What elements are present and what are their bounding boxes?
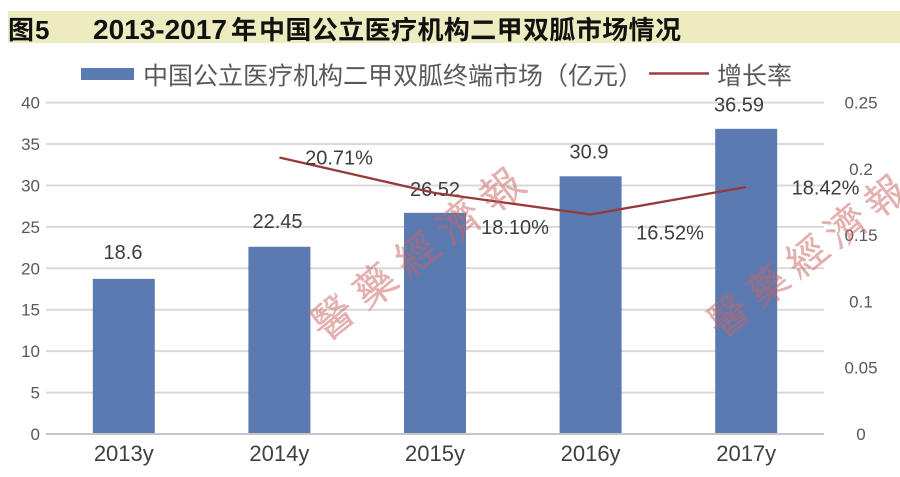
svg-text:25: 25: [21, 218, 40, 237]
svg-text:2013y: 2013y: [94, 441, 154, 466]
svg-text:18.6: 18.6: [104, 242, 143, 264]
svg-text:0: 0: [31, 425, 40, 444]
svg-text:2017y: 2017y: [716, 441, 776, 466]
svg-text:30: 30: [21, 176, 40, 195]
svg-text:0.05: 0.05: [844, 359, 877, 378]
svg-text:30.9: 30.9: [570, 142, 609, 164]
svg-text:5: 5: [31, 384, 40, 403]
svg-text:0.1: 0.1: [849, 292, 873, 311]
svg-text:2013-2017: 2013-2017: [93, 14, 227, 45]
svg-text:0: 0: [856, 425, 865, 444]
svg-text:2014y: 2014y: [249, 441, 309, 466]
svg-text:20: 20: [21, 259, 40, 278]
svg-text:40: 40: [21, 94, 40, 113]
svg-text:10: 10: [21, 342, 40, 361]
svg-text:0.15: 0.15: [844, 226, 877, 245]
svg-text:2016y: 2016y: [561, 441, 621, 466]
svg-text:0.25: 0.25: [844, 94, 877, 113]
svg-text:35: 35: [21, 135, 40, 154]
svg-text:2015y: 2015y: [405, 441, 465, 466]
svg-text:18.42%: 18.42%: [792, 178, 860, 200]
svg-text:15: 15: [21, 301, 40, 320]
svg-text:5: 5: [35, 15, 49, 45]
svg-text:0.2: 0.2: [849, 160, 873, 179]
svg-text:20.71%: 20.71%: [305, 148, 373, 170]
svg-text:22.45: 22.45: [252, 211, 302, 233]
svg-text:18.10%: 18.10%: [481, 217, 549, 239]
svg-text:36.59: 36.59: [714, 95, 764, 117]
svg-text:16.52%: 16.52%: [636, 223, 704, 245]
